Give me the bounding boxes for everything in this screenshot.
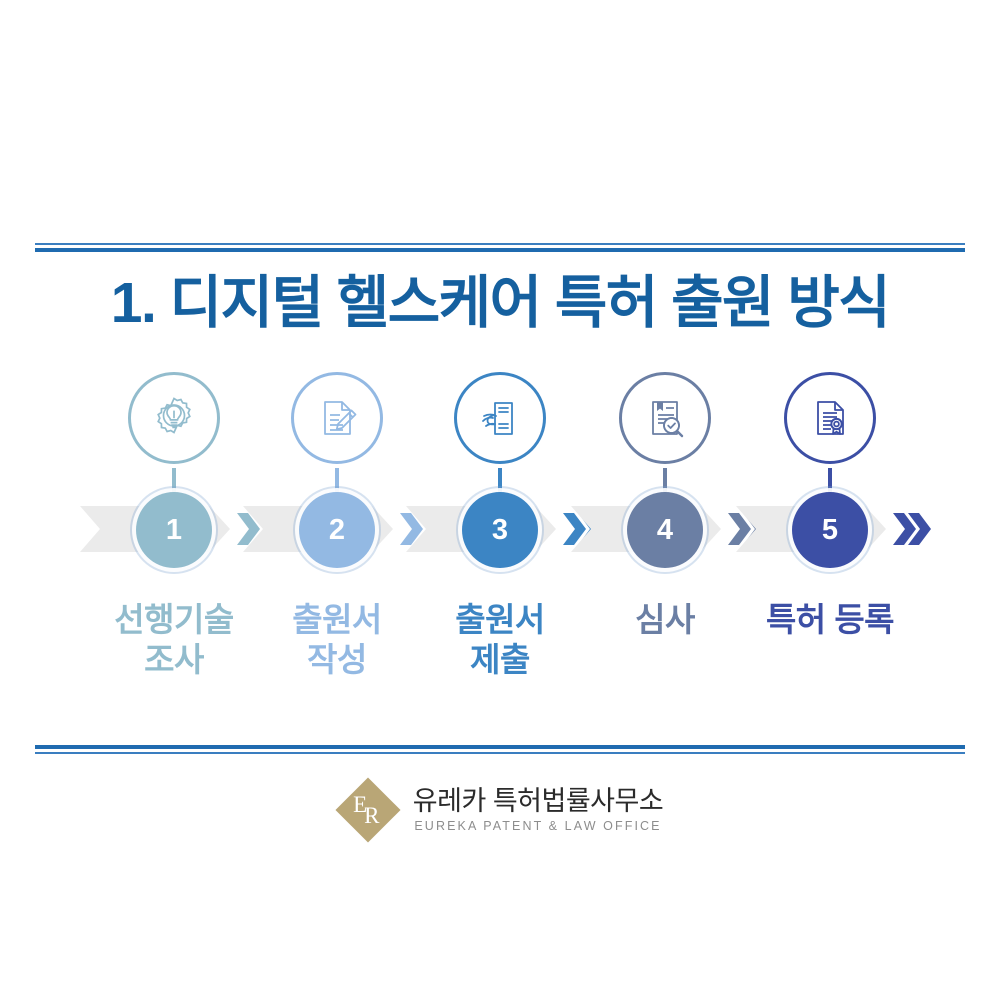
eureka-diamond-logo-icon: ER	[337, 779, 399, 841]
step-2-number-circle[interactable]: 2	[299, 492, 375, 568]
firm-name-korean: 유레카 특허법률사무소	[413, 786, 663, 817]
step-5-caption-line1: 특허 등록	[725, 600, 935, 640]
hand-document-icon	[473, 391, 527, 445]
step-3-caption-line2: 제출	[395, 640, 605, 680]
divider-top-thick-line	[35, 248, 965, 252]
divider-bottom-thin-line	[35, 752, 965, 754]
step-4-number-circle[interactable]: 4	[627, 492, 703, 568]
document-pencil-icon	[310, 391, 364, 445]
logo-monogram: ER	[337, 779, 399, 841]
step-1-number: 1	[166, 516, 182, 545]
step-4-icon-circle	[619, 372, 711, 464]
document-magnifier-check-icon	[638, 391, 692, 445]
logo-monogram-r: R	[364, 803, 379, 829]
lightbulb-gear-icon	[147, 391, 201, 445]
step-3-number-circle[interactable]: 3	[462, 492, 538, 568]
certificate-seal-icon	[803, 391, 857, 445]
process-step-3[interactable]: 3 출원서 제출	[418, 372, 582, 692]
step-5-caption: 특허 등록	[725, 600, 935, 640]
step-2-number: 2	[329, 516, 345, 545]
slide-canvas: 1. 디지털 헬스케어 특허 출원 방식 1	[0, 0, 1000, 1000]
step-3-icon-circle	[454, 372, 546, 464]
process-steps: 1 선행기술 조사	[0, 372, 1000, 692]
step-3-number: 3	[492, 516, 508, 545]
step-5-icon-circle	[784, 372, 876, 464]
divider-bottom	[35, 745, 965, 754]
step-1-icon-circle	[128, 372, 220, 464]
logo-text-block: 유레카 특허법률사무소 EUREKA PATENT & LAW OFFICE	[413, 786, 663, 835]
step-4-number: 4	[657, 516, 673, 545]
process-step-5[interactable]: 5 특허 등록	[748, 372, 912, 692]
step-2-icon-circle	[291, 372, 383, 464]
step-5-next-arrow-icon	[891, 512, 931, 546]
page-title: 1. 디지털 헬스케어 특허 출원 방식	[0, 272, 1000, 334]
divider-top	[35, 243, 965, 252]
footer-logo: ER 유레카 특허법률사무소 EUREKA PATENT & LAW OFFIC…	[0, 779, 1000, 841]
firm-name-english: EUREKA PATENT & LAW OFFICE	[413, 817, 663, 835]
step-1-number-circle[interactable]: 1	[136, 492, 212, 568]
step-5-number-circle[interactable]: 5	[792, 492, 868, 568]
process-step-4[interactable]: 4 심사	[583, 372, 747, 692]
step-5-number: 5	[822, 516, 838, 545]
